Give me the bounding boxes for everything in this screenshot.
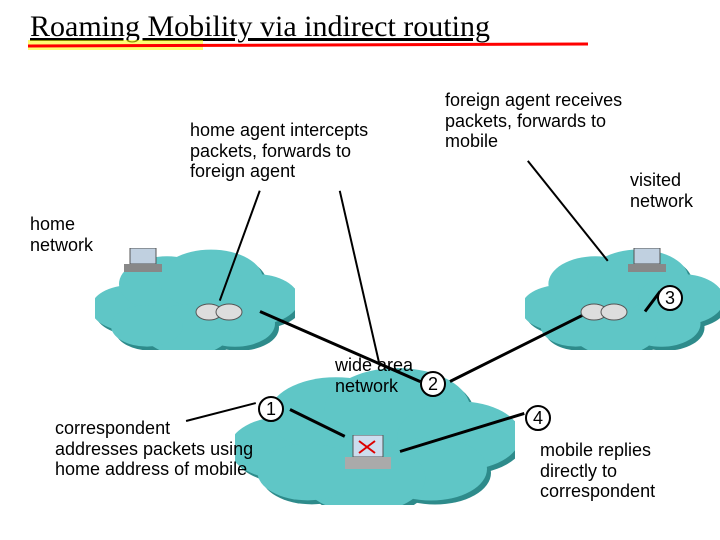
computer-icon xyxy=(345,435,391,475)
foreign-agent-label: foreign agent receives packets, forwards… xyxy=(445,90,635,152)
correspondent-label: correspondent addresses packets using ho… xyxy=(55,418,255,480)
mobile-replies-label: mobile replies directly to correspondent xyxy=(540,440,700,502)
step-badge-2: 2 xyxy=(420,371,446,397)
title-highlight xyxy=(28,40,588,60)
router-icon xyxy=(580,300,628,322)
step-badge-1: 1 xyxy=(258,396,284,422)
home-agent-label: home agent intercepts packets, forwards … xyxy=(190,120,410,182)
step-badge-3: 3 xyxy=(657,285,683,311)
step-badge-4: 4 xyxy=(525,405,551,431)
router-icon xyxy=(195,300,243,322)
laptop-icon xyxy=(628,248,666,274)
page-title: Roaming Mobility via indirect routing xyxy=(30,10,490,44)
laptop-icon xyxy=(124,248,162,274)
visited-network-label: visited network xyxy=(630,170,720,211)
visited-network-cloud xyxy=(525,240,720,350)
home-network-label: home network xyxy=(30,214,130,255)
